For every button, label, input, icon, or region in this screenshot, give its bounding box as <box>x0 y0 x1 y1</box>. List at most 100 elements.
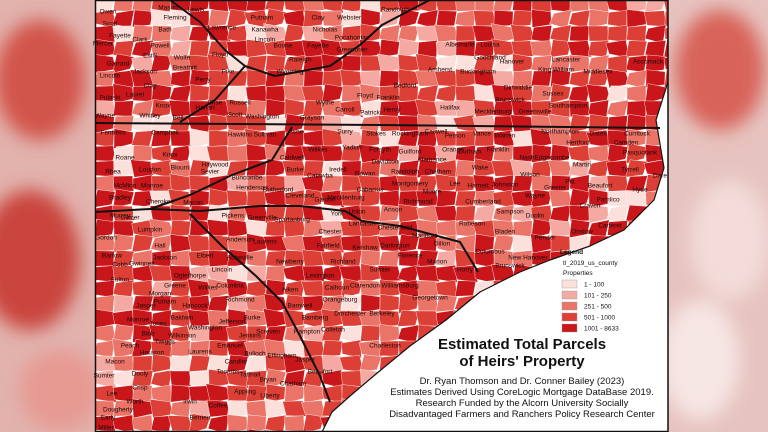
county-shape <box>435 279 458 298</box>
county-shape <box>567 40 592 58</box>
county-shape <box>493 10 514 27</box>
county-shape <box>284 175 305 192</box>
county-shape <box>148 324 175 343</box>
credit-line: Estimates Derived Using CoreLogic Mortga… <box>390 387 654 398</box>
county-shape <box>626 190 647 207</box>
county-label: Goochland <box>474 55 506 62</box>
county-label: Berrien <box>190 415 211 422</box>
county-label: Tyrrell <box>621 167 639 174</box>
map-title: Estimated Total Parcels <box>438 336 606 353</box>
county-label: Cobb <box>112 262 128 269</box>
county-label: Hyde <box>632 187 648 194</box>
county-shape <box>265 158 286 179</box>
county-shape <box>246 400 267 418</box>
county-label: Floyd <box>357 93 373 100</box>
county-shape <box>321 340 344 357</box>
state-border <box>169 0 246 67</box>
county-shape <box>512 220 533 238</box>
county-label: Jasper <box>295 357 315 364</box>
blob <box>0 20 85 140</box>
county-shape <box>492 235 515 252</box>
county-label: Northampton <box>541 129 579 136</box>
county-shape <box>417 40 438 58</box>
county-label: Southampton <box>549 103 588 110</box>
county-label: Powell <box>150 43 170 50</box>
legend-swatch <box>561 323 578 333</box>
legend-swatch <box>561 301 578 311</box>
county-label: Hall <box>154 243 166 250</box>
county-shape <box>360 263 381 284</box>
county-label: Caldwell <box>280 155 305 162</box>
county-shape <box>187 234 212 253</box>
state-border <box>94 208 151 213</box>
county-shape <box>301 145 326 162</box>
county-shape <box>511 40 534 57</box>
county-label: Anderson <box>226 237 254 244</box>
county-shape <box>607 115 628 133</box>
county-shape <box>357 175 384 192</box>
county-shape <box>246 175 267 192</box>
county-shape <box>436 219 457 238</box>
county-label: Lancaster <box>349 221 378 228</box>
county-label: Nash <box>519 155 535 162</box>
county-shape <box>530 70 553 87</box>
county-shape <box>340 370 363 387</box>
county-shape <box>188 159 211 178</box>
county-label: Bell <box>173 115 184 122</box>
county-shape <box>131 295 154 312</box>
county-label: Rhea <box>105 169 121 176</box>
county-label: Clay <box>143 83 157 90</box>
county-label: Georgetown <box>412 295 448 302</box>
county-shape <box>530 189 553 208</box>
county-shape <box>398 190 419 207</box>
county-label: Fayette <box>109 33 131 40</box>
county-shape <box>207 414 230 432</box>
county-label: Wise <box>208 100 223 107</box>
county-shape <box>492 0 515 12</box>
county-shape <box>265 55 286 72</box>
county-shape <box>626 25 647 43</box>
county-label: Orange <box>442 147 464 154</box>
county-label: Dinwiddie <box>504 85 533 92</box>
county-shape <box>319 220 346 237</box>
state-border <box>189 213 331 403</box>
county-shape <box>415 265 440 282</box>
county-shape <box>607 54 628 74</box>
county-shape <box>397 25 420 42</box>
county-label: Bartow <box>102 253 123 260</box>
county-shape <box>207 40 230 57</box>
credit-line: Dr. Ryan Thomson and Dr. Conner Bailey (… <box>420 376 625 387</box>
county-label: Laurel <box>126 92 145 99</box>
county-shape <box>246 39 267 58</box>
county-label: Richmond <box>225 297 255 304</box>
county-shape <box>113 100 134 117</box>
county-label: Putnam <box>251 15 273 22</box>
county-label: Harlan <box>195 105 215 112</box>
county-shape <box>359 354 382 373</box>
county-label: Dorchester <box>334 311 367 318</box>
county-shape <box>664 24 668 44</box>
county-label: Cumberland <box>465 199 501 206</box>
county-label: Orangeburg <box>323 297 358 304</box>
county-label: Wayne <box>525 193 545 200</box>
county-label: Bath <box>158 27 172 34</box>
county-label: Bulloch <box>244 351 266 358</box>
state-border <box>149 205 479 273</box>
county-label: Dillon <box>434 241 451 248</box>
county-shape <box>95 219 116 238</box>
state-borders <box>94 0 669 432</box>
county-shape <box>264 39 287 59</box>
county-shape <box>417 144 438 163</box>
county-shape <box>207 9 230 28</box>
county-label: Union <box>349 209 366 216</box>
county-label: Wayne <box>95 113 115 120</box>
title-block: Estimated Total Parcels of Heirs' Proper… <box>389 336 655 420</box>
county-shape <box>455 25 476 42</box>
county-shape <box>435 40 458 58</box>
county-shape <box>188 413 211 432</box>
county-label: Garrard <box>107 61 130 68</box>
county-label: Tattnall <box>240 372 261 379</box>
county-shape <box>379 279 400 298</box>
county-shape <box>189 218 210 239</box>
